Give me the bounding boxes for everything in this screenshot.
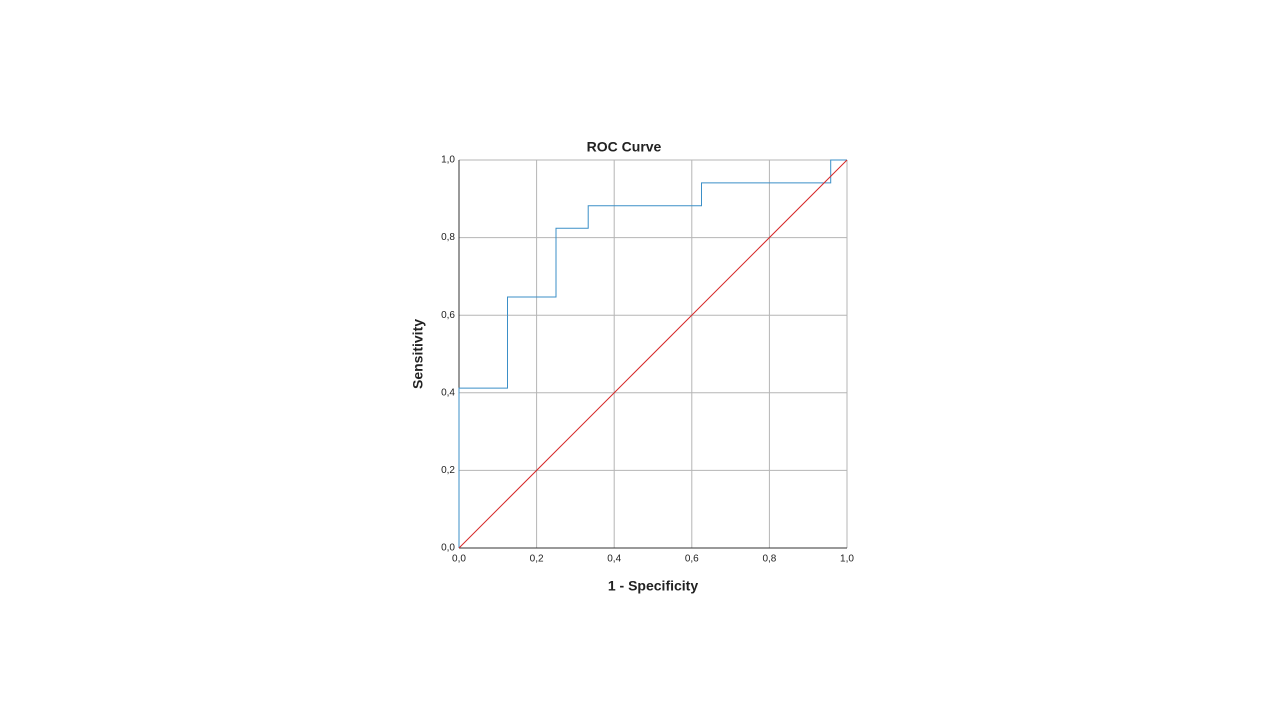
- x-tick-label: 0,2: [530, 554, 544, 565]
- chart-title: ROC Curve: [587, 139, 662, 155]
- y-tick-label: 1,0: [441, 155, 455, 166]
- y-tick-label: 0,6: [441, 310, 455, 321]
- y-axis-label: Sensitivity: [410, 319, 426, 389]
- line: [458, 159, 848, 549]
- x-tick-label: 0,8: [762, 554, 776, 565]
- y-tick-label: 0,0: [441, 543, 455, 554]
- y-tick-label: 0,4: [441, 387, 455, 398]
- x-tick-label: 0,6: [685, 554, 699, 565]
- line: [458, 159, 847, 548]
- x-tick-label: 0,4: [607, 554, 621, 565]
- x-tick-label: 0,0: [452, 554, 466, 565]
- x-tick-label: 1,0: [840, 554, 854, 565]
- y-tick-label: 0,8: [441, 232, 455, 243]
- y-tick-label: 0,2: [441, 465, 455, 476]
- x-axis-label: 1 - Specificity: [608, 578, 698, 594]
